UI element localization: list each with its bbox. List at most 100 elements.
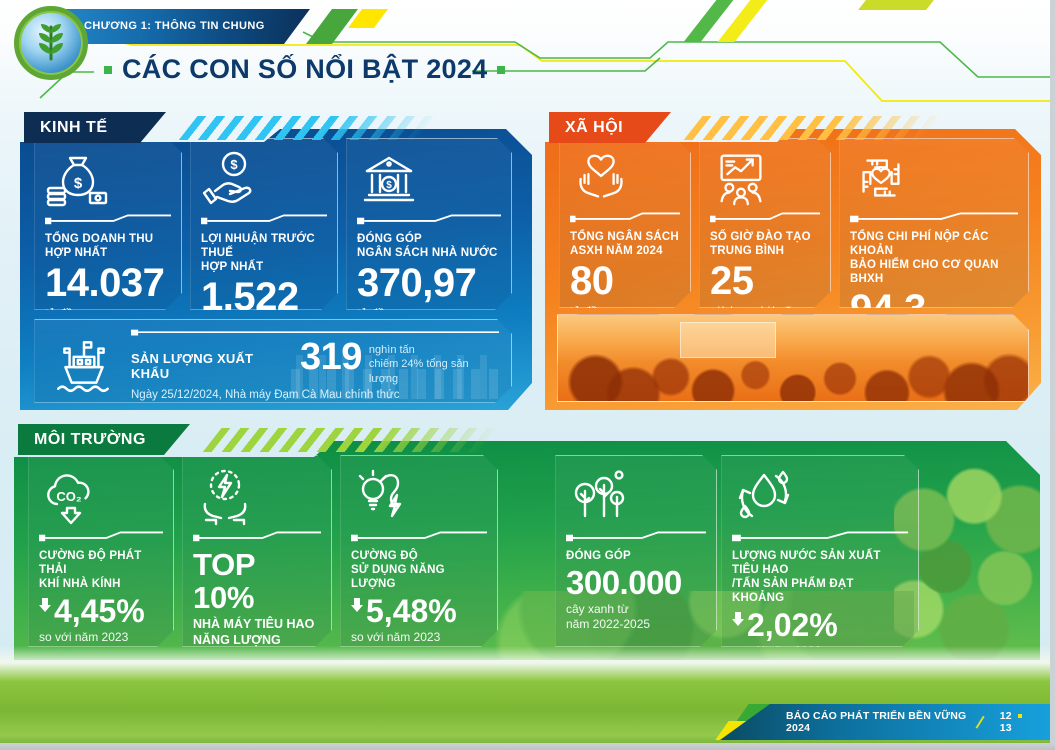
money-bag-icon: $ [45,147,109,211]
circuit-trace [351,531,487,544]
circuit-trace [570,212,680,225]
decrease-arrow-icon [39,598,51,612]
decrease-arrow-icon [351,598,363,612]
svg-text:$: $ [386,180,392,191]
card-value: 370,97 [357,261,477,306]
card-label: CƯỜNG ĐỘ SỬ DỤNG NĂNG LƯỢNG [351,550,445,591]
circuit-trace [201,214,327,227]
environment-card-emission: CO₂ CƯỜNG ĐỘ PHÁT THẢI KHÍ NHÀ KÍNH 4,45… [28,455,174,647]
page-edge [1050,0,1055,750]
circuit-trace [39,531,163,544]
card-label: ĐÓNG GÓP NGÂN SÁCH NHÀ NƯỚC [357,233,498,260]
society-tab: XÃ HỘI [549,112,671,143]
circuit-trace [131,328,499,338]
economy-hatch-stripes [178,116,448,140]
hand-coin-icon: $ [201,147,265,211]
card-unit: cây xanh từ năm 2022-2025 [566,601,651,632]
circuit-lines-graphic [39,31,1050,102]
card-value: 300.000 [566,564,682,602]
society-tab-label: XÃ HỘI [565,119,624,136]
society-card-insurance: TỔNG CHI PHÍ NỘP CÁC KHOẢN BẢO HIỂM CHO … [839,138,1029,308]
card-label: CƯỜNG ĐỘ PHÁT THẢI KHÍ NHÀ KÍNH [39,550,142,591]
card-value: 80 [570,259,614,304]
svg-text:$: $ [230,157,238,172]
trees-icon [566,464,630,528]
economy-panel-body: $ TỔNG DOANH THU HỢP NHẤT 14.037 tỷ đồng… [20,129,532,410]
deco-stripe [858,0,934,10]
bank-icon: $ [357,147,421,211]
title-bullet [104,65,112,74]
card-value: 14.037 [45,261,165,306]
export-units: nghìn tấn chiếm 24% tổng sản lượng [368,344,469,385]
leaf-logo-icon [39,24,63,61]
card-note: so với năm 2023 [351,629,441,644]
card-label: SỐ GIỜ ĐÀO TẠO TRUNG BÌNH [710,231,811,258]
title-bullet [497,65,506,74]
export-value: 319 [300,336,362,378]
bulb-energy-icon [351,464,415,528]
footer-slash-icon [975,715,986,729]
card-label: TỔNG CHI PHÍ NỘP CÁC KHOẢN BẢO HIỂM CHO … [850,231,999,286]
section-society: XÃ HỘI TỔNG NGÂN SÁCH ASXH NĂM 2024 80 t… [545,112,1041,410]
environment-card-trees: ĐÓNG GÓP 300.000 cây xanh từ năm 2022-20… [555,455,717,647]
training-icon [710,147,772,209]
card-unit: tỷ đồng [45,305,88,321]
export-content: SẢN LƯỢNG XUẤT KHẨU 319 nghìn tấn chiếm … [131,326,499,402]
chapter-banner: CHƯƠNG 1: THÔNG TIN CHUNG [58,9,310,44]
environment-tab: MÔI TRƯỜNG [18,424,190,455]
hands-heart-icon [570,147,632,209]
footer-page-numbers: 1213 [1000,710,1036,734]
hands-unity-icon [850,147,912,209]
seminar-photo [557,314,1029,402]
top-headline: TOP 10% [193,547,255,615]
section-environment: MÔI TRƯỜNG CO₂ CƯỜNG ĐỘ PHÁT THẢI KHÍ NH… [14,424,1040,660]
environment-hatch-stripes [202,428,512,452]
economy-card-revenue: $ TỔNG DOANH THU HỢP NHẤT 14.037 tỷ đồng [34,138,182,310]
environment-panel-body: CO₂ CƯỜNG ĐỘ PHÁT THẢI KHÍ NHÀ KÍNH 4,45… [14,441,1040,660]
export-label: SẢN LƯỢNG XUẤT KHẨU [131,351,254,381]
card-value: 4,45% [39,595,163,629]
card-label: LƯỢNG NƯỚC SẢN XUẤT TIÊU HAO /TẤN SẢN PH… [732,550,881,605]
chapter-banner-label: CHƯƠNG 1: THÔNG TIN CHUNG [84,20,265,32]
page-edge [0,743,1055,750]
section-economy: KINH TẾ $ TỔNG DOANH THU HỢP NHẤT 14.037 [20,112,532,410]
card-unit: tỷ đồng [357,305,400,321]
society-hatch-stripes [683,116,953,140]
page-dot-icon [1017,713,1022,718]
card-note: so với năm 2023 [39,629,129,644]
environment-tab-label: MÔI TRƯỜNG [34,431,146,448]
export-headline: SẢN LƯỢNG XUẤT KHẨU 319 nghìn tấn chiếm … [131,339,499,386]
environment-card-water: LƯỢNG NƯỚC SẢN XUẤT TIÊU HAO /TẤN SẢN PH… [721,455,919,647]
society-card-welfare: TỔNG NGÂN SÁCH ASXH NĂM 2024 80 tỷ đồng [559,138,691,308]
water-recycle-icon [732,464,796,528]
society-panel-body: TỔNG NGÂN SÁCH ASXH NĂM 2024 80 tỷ đồng … [545,129,1041,410]
card-label: TỔNG DOANH THU HỢP NHẤT [45,233,154,260]
svg-text:$: $ [74,175,83,192]
economy-tab-label: KINH TẾ [40,119,108,136]
page-title: CÁC CON SỐ NỔI BẬT 2024 [122,54,488,84]
circuit-trace [45,214,171,227]
circuit-trace [710,212,820,225]
economy-tab: KINH TẾ [24,112,166,143]
footer-ribbon: BÁO CÁO PHÁT TRIỂN BỀN VỮNG 2024 1213 [720,704,1050,740]
card-value: 25 [710,259,754,304]
circuit-trace [850,212,1018,225]
circuit-trace [193,531,321,544]
card-value: 5,48% [351,595,487,629]
circuit-trace [357,214,501,227]
card-label: LỢI NHUẬN TRƯỚC THUẾ HỢP NHẤT [201,233,315,274]
circuit-trace [566,531,706,544]
page-title-row: CÁC CON SỐ NỔI BẬT 2024 [104,54,506,85]
economy-card-state-budget: $ ĐÓNG GÓP NGÂN SÁCH NHÀ NƯỚC 370,97 tỷ … [346,138,512,310]
card-value: 2,02% [732,609,908,643]
economy-card-profit: $ LỢI NHUẬN TRƯỚC THUẾ HỢP NHẤT 1.522 tỷ… [190,138,338,310]
circuit-trace [732,531,908,544]
decrease-arrow-icon [732,612,744,626]
economy-export-card: SẢN LƯỢNG XUẤT KHẨU 319 nghìn tấn chiếm … [34,319,512,403]
environment-card-energy: CƯỜNG ĐỘ SỬ DỤNG NĂNG LƯỢNG 5,48% so với… [340,455,498,647]
co2-cloud-icon: CO₂ [39,464,103,528]
society-card-training: SỐ GIỜ ĐÀO TẠO TRUNG BÌNH 25 giờ/ người/… [699,138,831,308]
svg-text:CO₂: CO₂ [56,489,82,504]
ship-icon [51,330,117,396]
